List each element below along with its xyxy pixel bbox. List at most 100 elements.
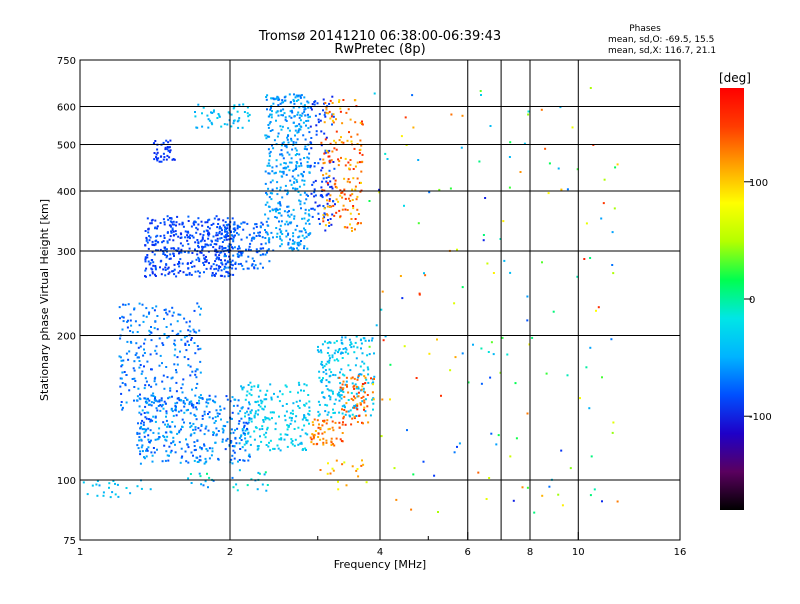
data-point <box>190 400 193 403</box>
data-point <box>218 114 221 117</box>
data-point <box>171 376 174 379</box>
data-point <box>181 262 184 265</box>
data-point <box>205 255 207 258</box>
data-point <box>526 486 529 489</box>
data-point <box>216 256 219 259</box>
data-point <box>232 431 235 434</box>
data-point <box>315 443 318 446</box>
data-point <box>333 411 336 414</box>
data-point <box>221 229 223 232</box>
data-point <box>199 271 201 274</box>
data-point <box>222 424 225 427</box>
data-point <box>182 400 185 402</box>
data-point <box>141 450 144 453</box>
data-point <box>288 210 290 213</box>
data-point <box>325 194 328 197</box>
data-point <box>204 245 207 248</box>
data-point <box>277 114 280 117</box>
data-point <box>150 394 153 397</box>
data-point <box>261 223 264 226</box>
data-point <box>283 162 286 164</box>
data-point <box>327 155 330 158</box>
data-point <box>323 420 326 423</box>
data-point <box>192 454 194 457</box>
data-point <box>364 376 367 379</box>
data-point <box>246 427 248 430</box>
data-point <box>215 215 218 218</box>
data-point <box>319 438 322 441</box>
data-point <box>214 253 217 256</box>
data-point <box>195 376 198 379</box>
data-point <box>114 493 117 496</box>
data-point <box>341 388 344 391</box>
data-point <box>187 364 190 367</box>
data-point <box>359 139 362 142</box>
data-point <box>198 459 201 462</box>
data-point <box>279 170 282 173</box>
data-point <box>246 390 249 393</box>
data-point <box>351 188 354 191</box>
data-point <box>195 408 198 411</box>
data-point <box>332 429 335 432</box>
data-point <box>320 130 323 133</box>
data-point <box>268 135 271 138</box>
data-point <box>254 264 257 267</box>
data-point <box>268 237 271 240</box>
data-point <box>270 231 273 234</box>
data-point <box>168 257 171 260</box>
data-point <box>345 376 348 379</box>
data-point <box>165 326 168 328</box>
data-point <box>347 410 350 413</box>
data-point <box>297 426 300 429</box>
data-point <box>167 423 169 426</box>
data-point <box>233 104 236 107</box>
data-point <box>316 349 319 352</box>
data-point <box>257 409 260 412</box>
data-point <box>167 266 170 269</box>
data-point <box>253 237 255 240</box>
data-point <box>328 375 331 378</box>
data-point <box>354 188 357 191</box>
data-point <box>352 177 355 180</box>
data-point <box>253 416 256 419</box>
data-point <box>247 432 250 435</box>
data-point <box>194 241 197 244</box>
data-point <box>506 353 509 356</box>
data-point <box>82 481 85 484</box>
data-point <box>289 101 292 104</box>
data-point <box>356 468 359 470</box>
data-point <box>137 422 139 425</box>
data-point <box>154 438 157 441</box>
data-point <box>240 252 243 255</box>
data-point <box>310 441 313 444</box>
colorbar <box>720 88 744 510</box>
data-point <box>343 193 346 196</box>
data-point <box>323 152 326 155</box>
data-point <box>154 399 157 402</box>
data-point <box>257 413 259 416</box>
data-point <box>324 403 327 406</box>
data-point <box>339 388 342 391</box>
data-point <box>332 408 334 411</box>
data-point <box>363 408 365 411</box>
data-point <box>273 411 275 414</box>
data-point <box>300 442 303 445</box>
data-point <box>152 415 155 418</box>
data-point <box>324 102 327 104</box>
data-point <box>275 97 278 100</box>
data-point <box>289 238 291 241</box>
data-point <box>215 251 218 254</box>
data-point <box>268 241 271 244</box>
data-point <box>344 383 347 386</box>
data-point <box>280 230 283 233</box>
data-point <box>288 153 291 156</box>
data-point <box>299 203 302 206</box>
data-point <box>254 223 257 226</box>
data-point <box>125 352 128 355</box>
data-point <box>268 260 271 263</box>
data-point <box>259 254 262 257</box>
data-point <box>503 259 506 262</box>
data-point <box>166 254 169 257</box>
data-point <box>600 217 603 220</box>
data-point <box>298 165 301 168</box>
